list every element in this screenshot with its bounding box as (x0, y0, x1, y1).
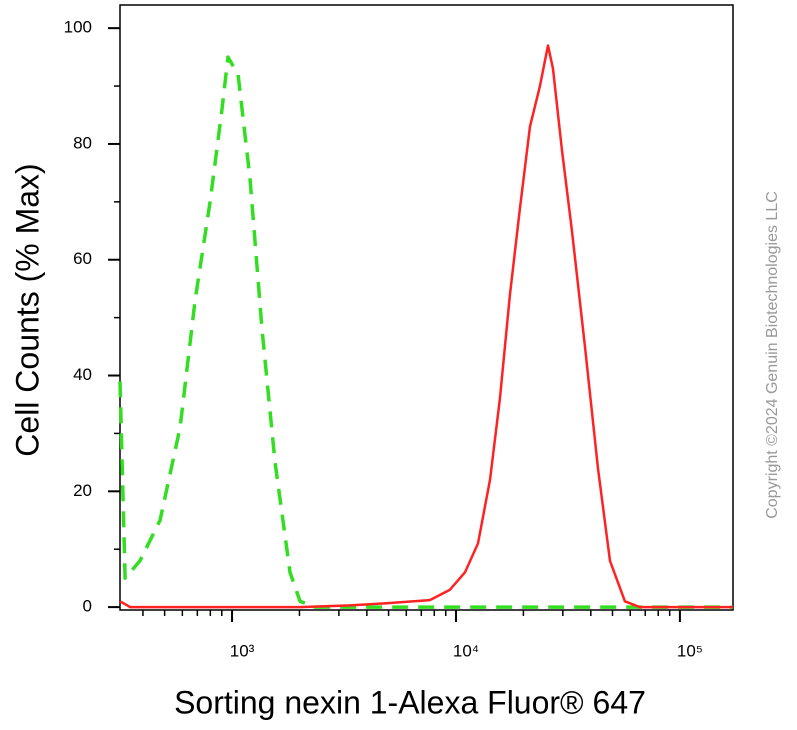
x-axis-label: Sorting nexin 1-Alexa Fluor® 647 (174, 684, 646, 720)
histogram-line (118, 55, 733, 609)
x-tick-label: 10³ (230, 641, 255, 660)
y-axis-label: Cell Counts (% Max) (9, 163, 45, 456)
x-tick-label: 10⁵ (677, 641, 703, 660)
histogram-line (119, 44, 733, 609)
y-tick-label: 100 (64, 18, 92, 37)
plot-frame (119, 4, 734, 611)
watermark: Copyright ©2024 Genuin Biotechnologies L… (764, 191, 781, 519)
y-tick-label: 0 (83, 597, 92, 616)
y-tick-label: 20 (73, 481, 92, 500)
y-tick-label: 40 (73, 365, 92, 384)
x-tick-label: 10⁴ (453, 641, 479, 660)
y-tick-label: 80 (73, 133, 92, 152)
y-tick-label: 60 (73, 249, 92, 268)
